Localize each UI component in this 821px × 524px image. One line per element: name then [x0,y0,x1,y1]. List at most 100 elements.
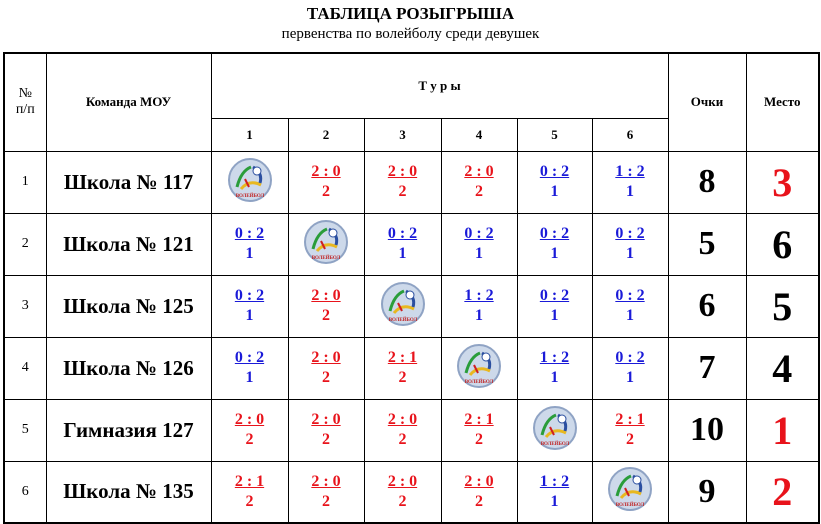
result-cell: 0 : 2 1 [516,150,593,214]
round-number: 2 [287,117,365,152]
rounds-header: Т у р ы [210,52,669,119]
result-cell: ВОЛЕЙБОЛ [440,336,518,400]
match-points: 1 [245,369,254,386]
match-points: 1 [550,492,559,510]
result-cell: 2 : 1 2 [591,398,669,462]
score: 1 : 2 [615,163,645,180]
place-header: Место [745,52,820,152]
team-name: Школа № 135 [45,460,212,524]
row-number: 6 [3,460,47,524]
score: 0 : 2 [615,225,645,242]
match-points: 1 [626,245,634,262]
score: 1 : 2 [539,349,570,366]
match-points: 1 [245,307,254,324]
result-cell: 2 : 0 2 [287,398,365,462]
place: 1 [745,398,820,462]
round-number: 5 [516,117,593,152]
result-cell: 2 : 0 2 [210,398,289,462]
logo-text: ВОЛЕЙБОЛ [540,441,569,447]
score: 2 : 0 [464,472,494,490]
result-cell: 2 : 0 2 [287,336,365,400]
round-number: 1 [210,117,289,152]
standings-table: № п/п Команда МОУ Т у р ы Очки Место 1 2 3 4 5 6 1 Шк… [3,52,820,524]
place: 2 [745,460,820,524]
result-cell: 0 : 2 1 [591,212,669,276]
score: 2 : 0 [311,163,341,180]
place: 6 [745,212,820,276]
match-points: 1 [550,183,559,200]
team-name: Школа № 121 [45,212,212,276]
volleyball-logo: ВОЛЕЙБОЛ [457,343,501,388]
result-cell: 1 : 2 1 [516,460,593,524]
round-number: 4 [440,117,518,152]
place: 3 [745,150,820,214]
total-points: 9 [667,460,747,524]
result-cell: 2 : 0 2 [440,460,518,524]
result-cell: 0 : 2 1 [591,336,669,400]
match-points: 2 [322,431,330,448]
row-number: 2 [3,212,47,276]
result-cell: 1 : 2 1 [516,336,593,400]
row-number: 4 [3,336,47,400]
points-header: Очки [667,52,747,152]
total-points: 5 [667,212,747,276]
team-name: Школа № 126 [45,336,212,400]
match-points: 1 [626,307,634,324]
score: 1 : 2 [464,287,494,304]
score: 2 : 0 [387,163,418,180]
match-points: 1 [550,307,559,324]
team-name: Школа № 117 [45,150,212,214]
score: 2 : 0 [464,163,494,180]
row-number: 1 [3,150,47,214]
score: 0 : 2 [234,287,265,304]
team-row: 6 Школа № 135 2 : 1 2 2 : 0 2 2 : 0 2 2 : 0 2 1 : … [3,460,820,524]
result-cell: 2 : 0 2 [440,150,518,214]
score: 2 : 1 [234,472,265,490]
score: 2 : 1 [387,349,418,366]
result-cell: 2 : 1 2 [440,398,518,462]
total-points: 7 [667,336,747,400]
volleyball-logo: ВОЛЕЙБОЛ [304,219,348,264]
logo-text: ВОЛЕЙБОЛ [465,379,494,385]
score: 2 : 0 [387,472,418,490]
volleyball-logo: ВОЛЕЙБОЛ [380,281,425,326]
match-points: 2 [626,431,634,448]
match-points: 1 [550,245,559,262]
result-cell: 0 : 2 1 [516,274,593,338]
total-points: 6 [667,274,747,338]
result-cell: 2 : 0 2 [287,274,365,338]
place: 4 [745,336,820,400]
match-points: 1 [626,369,634,386]
match-points: 1 [626,183,634,200]
score: 0 : 2 [539,287,570,304]
result-cell: 2 : 1 2 [363,336,442,400]
total-points: 10 [667,398,747,462]
round-number: 3 [363,117,442,152]
match-points: 2 [245,431,254,448]
result-cell: 2 : 0 2 [287,150,365,214]
number-header-text: п/п [15,102,35,118]
result-cell: ВОЛЕЙБОЛ [210,150,289,214]
match-points: 2 [398,492,407,510]
score: 2 : 0 [387,411,418,428]
team-row: 5 Гимназия 127 2 : 0 2 2 : 0 2 2 : 0 2 2 : 1 2 ВОЛ… [3,398,820,462]
score: 2 : 0 [311,411,341,428]
match-points: 2 [322,369,330,386]
team-name: Гимназия 127 [45,398,212,462]
result-cell: 0 : 2 1 [516,212,593,276]
result-cell: 2 : 1 2 [210,460,289,524]
match-points: 2 [475,431,483,448]
match-points: 1 [245,245,254,262]
logo-text: ВОЛЕЙБОЛ [388,317,417,323]
result-cell: 0 : 2 1 [210,336,289,400]
logo-text: ВОЛЕЙБОЛ [312,255,341,261]
volleyball-logo: ВОЛЕЙБОЛ [608,467,652,512]
place: 5 [745,274,820,338]
score: 2 : 1 [464,411,494,428]
result-cell: 1 : 2 1 [591,150,669,214]
match-points: 1 [550,369,559,386]
match-points: 2 [245,492,254,510]
